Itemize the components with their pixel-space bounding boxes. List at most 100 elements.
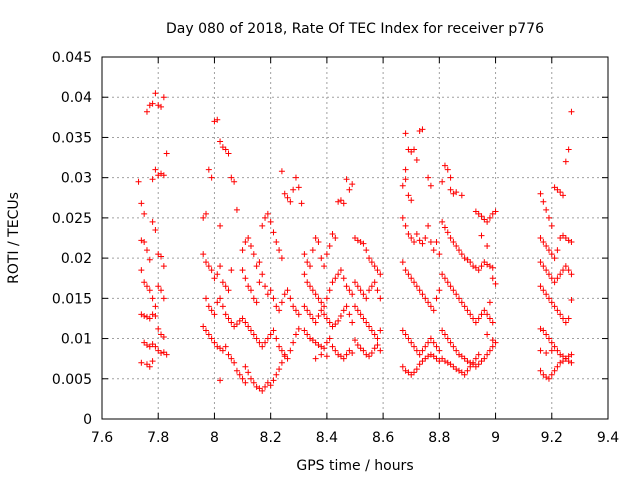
data-point	[548, 275, 555, 282]
x-tick-label: 8.8	[428, 430, 450, 446]
data-point	[332, 347, 339, 354]
data-point	[141, 210, 148, 217]
data-point	[217, 295, 224, 302]
data-point	[405, 335, 412, 342]
data-point	[295, 311, 302, 318]
data-point	[568, 359, 575, 366]
y-tick-label: 0.045	[52, 50, 92, 66]
data-point	[346, 287, 353, 294]
data-point	[416, 237, 423, 244]
data-point	[233, 206, 240, 213]
data-point	[352, 279, 358, 286]
data-point	[470, 359, 477, 366]
data-point	[205, 263, 212, 270]
data-point	[309, 247, 316, 254]
data-point	[259, 387, 266, 394]
data-point	[321, 345, 328, 352]
data-point	[565, 315, 572, 322]
data-point	[225, 315, 232, 322]
data-point	[245, 323, 252, 330]
data-point	[242, 319, 249, 326]
data-point	[543, 206, 550, 213]
data-point	[146, 287, 153, 294]
data-point	[200, 323, 207, 330]
data-point	[419, 347, 426, 354]
data-point	[247, 327, 254, 334]
data-point	[250, 379, 257, 386]
data-point	[416, 351, 423, 358]
data-point	[441, 224, 448, 231]
y-tick-labels: 0 0.005 0.01 0.015 0.02 0.025 0.03 0.035 0.04 0.0…	[52, 50, 92, 428]
data-point	[349, 181, 356, 188]
data-point	[557, 189, 564, 196]
data-point	[461, 303, 468, 310]
data-point	[250, 251, 257, 258]
data-point	[408, 275, 415, 282]
data-point	[377, 295, 384, 302]
data-point	[560, 192, 567, 199]
data-point	[323, 295, 330, 302]
data-point	[405, 230, 412, 237]
data-point	[537, 347, 544, 354]
data-point	[262, 283, 269, 290]
data-point	[554, 347, 561, 354]
data-point	[422, 343, 429, 350]
data-point	[447, 283, 454, 290]
data-point	[264, 291, 271, 298]
data-point	[273, 303, 280, 310]
data-point	[321, 263, 328, 270]
data-point	[399, 259, 406, 266]
data-point	[444, 166, 451, 173]
data-point	[357, 287, 364, 294]
data-point	[399, 363, 406, 370]
data-point	[343, 283, 350, 290]
data-point	[304, 279, 311, 286]
data-point	[343, 351, 350, 358]
data-point	[436, 287, 443, 294]
data-point	[152, 226, 159, 233]
data-point	[481, 307, 488, 314]
data-point	[545, 214, 552, 221]
data-point	[430, 247, 437, 254]
data-point	[484, 243, 491, 250]
y-tick-label: 0.015	[52, 291, 92, 307]
x-tick-label: 9.4	[597, 430, 619, 446]
data-point	[543, 243, 550, 250]
data-point	[278, 255, 285, 262]
data-points	[135, 90, 575, 394]
data-point	[478, 263, 485, 270]
data-point	[568, 351, 575, 358]
data-point	[436, 251, 443, 258]
data-point	[337, 197, 344, 204]
data-point	[214, 271, 221, 278]
data-point	[149, 358, 156, 365]
data-point	[371, 345, 378, 352]
data-point	[551, 367, 558, 374]
data-point	[411, 369, 418, 376]
data-point	[332, 235, 339, 241]
data-point	[402, 267, 409, 274]
data-point	[425, 222, 432, 229]
data-point	[343, 303, 350, 310]
data-point	[253, 299, 260, 306]
data-point	[307, 311, 314, 318]
data-point	[340, 275, 347, 282]
data-point	[484, 218, 491, 225]
data-point	[467, 363, 474, 370]
data-point	[360, 347, 367, 354]
data-point	[143, 247, 150, 254]
data-point	[413, 156, 420, 163]
data-point	[312, 291, 319, 298]
data-point	[340, 355, 347, 362]
data-point	[439, 327, 446, 334]
data-point	[141, 313, 148, 320]
data-point	[323, 339, 330, 346]
data-point	[203, 210, 210, 217]
data-point	[264, 210, 271, 217]
data-point	[135, 178, 142, 185]
data-point	[323, 315, 330, 322]
data-point	[259, 222, 266, 229]
data-point	[205, 331, 212, 338]
data-point	[413, 347, 420, 354]
data-point	[292, 331, 299, 338]
